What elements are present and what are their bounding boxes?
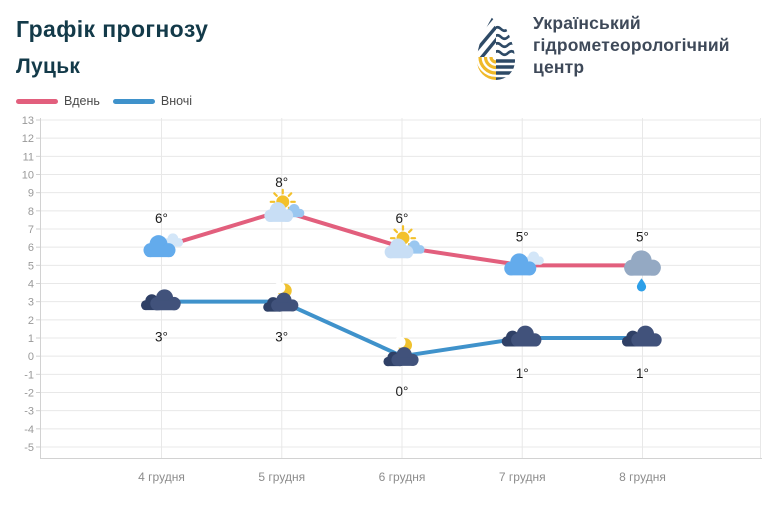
rect xyxy=(512,337,541,347)
x-axis-label: 6 грудня xyxy=(379,470,426,484)
y-axis-label: 4 xyxy=(28,279,34,291)
rain-cloud xyxy=(624,250,661,276)
temp-label: 6° xyxy=(396,211,409,226)
weather-icon-cloudy-night xyxy=(140,289,181,311)
y-axis-label: -3 xyxy=(24,406,34,418)
city-name: Луцьк xyxy=(16,55,81,78)
legend-item-night[interactable]: Вночі xyxy=(112,94,193,108)
main-cloud xyxy=(150,289,181,311)
main-cloud xyxy=(264,202,294,222)
raindrop-shape xyxy=(636,278,647,292)
weather-icon-cloudy xyxy=(143,233,184,258)
y-axis-label: -2 xyxy=(24,388,34,400)
main-cloud xyxy=(631,325,662,347)
rect xyxy=(272,302,298,312)
y-axis-label: -1 xyxy=(24,369,34,381)
rect xyxy=(385,249,413,259)
page-title: Графік прогнозу xyxy=(16,16,209,42)
main-cloud xyxy=(391,347,419,366)
y-axis-label: 6 xyxy=(28,242,34,254)
weather-icon-cloudy xyxy=(504,251,544,276)
rect xyxy=(144,247,175,258)
y-axis-label: 5 xyxy=(28,260,34,272)
rect xyxy=(265,212,293,222)
main-cloud xyxy=(384,238,414,259)
temp-label: 5° xyxy=(516,229,529,244)
y-axis-label: 13 xyxy=(22,115,34,127)
main-cloud xyxy=(271,292,299,312)
water-drop-icon xyxy=(477,10,515,80)
org-logo: Український гідрометеорологічний центр xyxy=(470,8,730,88)
rect xyxy=(392,357,418,366)
line xyxy=(393,228,399,234)
y-axis-label: 10 xyxy=(22,170,34,182)
circle xyxy=(274,282,286,294)
y-axis-label: 9 xyxy=(28,188,34,200)
line xyxy=(407,228,413,234)
temp-label: 1° xyxy=(636,366,649,381)
main-cloud xyxy=(504,253,537,276)
main-cloud xyxy=(143,235,176,258)
rect xyxy=(625,264,660,276)
y-axis-label: 12 xyxy=(22,133,34,145)
x-axis-label: 8 грудня xyxy=(619,470,666,484)
temp-label: 3° xyxy=(155,330,168,345)
org-name: Український гідрометеорологічний центр xyxy=(533,12,730,78)
temp-label: 8° xyxy=(275,175,288,190)
temp-label: 0° xyxy=(396,384,409,399)
x-axis-label: 7 грудня xyxy=(499,470,546,484)
rect xyxy=(151,300,180,311)
weather-icon-moon-behind-cloud xyxy=(263,282,299,312)
legend-swatch-night xyxy=(112,98,155,104)
y-axis-label: 8 xyxy=(28,206,34,218)
y-axis-label: 0 xyxy=(28,351,34,363)
line xyxy=(273,192,278,197)
y-axis-label: 7 xyxy=(28,224,34,236)
rect xyxy=(632,337,661,347)
y-axis-label: 2 xyxy=(28,315,34,327)
weather-icon-moon-behind-cloud xyxy=(383,336,419,367)
weather-icon-sun-behind-cloud xyxy=(384,225,425,259)
weather-icon-rain xyxy=(624,250,661,292)
circle xyxy=(394,336,406,348)
rect xyxy=(505,265,536,276)
chart-legend: Вдень Вночі xyxy=(16,94,192,108)
legend-swatch-day xyxy=(16,98,58,104)
y-axis-label: 3 xyxy=(28,297,34,309)
temp-label: 6° xyxy=(155,211,168,226)
org-name-line3: центр xyxy=(533,57,585,77)
org-name-line1: Український xyxy=(533,13,641,33)
legend-item-day[interactable]: Вдень xyxy=(16,94,100,108)
y-axis-label: 1 xyxy=(28,333,34,345)
weather-icon-cloudy-night xyxy=(621,325,662,347)
weather-icon-cloudy-night xyxy=(501,325,542,347)
main-cloud xyxy=(511,325,542,347)
y-axis-label: 11 xyxy=(23,151,34,163)
temp-label: 1° xyxy=(516,366,529,381)
x-axis-label: 5 грудня xyxy=(258,470,305,484)
y-axis-label: -5 xyxy=(24,442,34,454)
legend-label-day: Вдень xyxy=(64,94,100,108)
temp-label: 3° xyxy=(275,330,288,345)
x-axis-label: 4 грудня xyxy=(138,470,185,484)
legend-label-night: Вночі xyxy=(160,94,193,108)
temp-label: 5° xyxy=(636,229,649,244)
weather-icon-sun-behind-cloud xyxy=(264,188,305,222)
y-axis-label: -4 xyxy=(24,424,34,436)
line xyxy=(287,192,293,197)
org-name-line2: гідрометеорологічний xyxy=(533,35,730,55)
